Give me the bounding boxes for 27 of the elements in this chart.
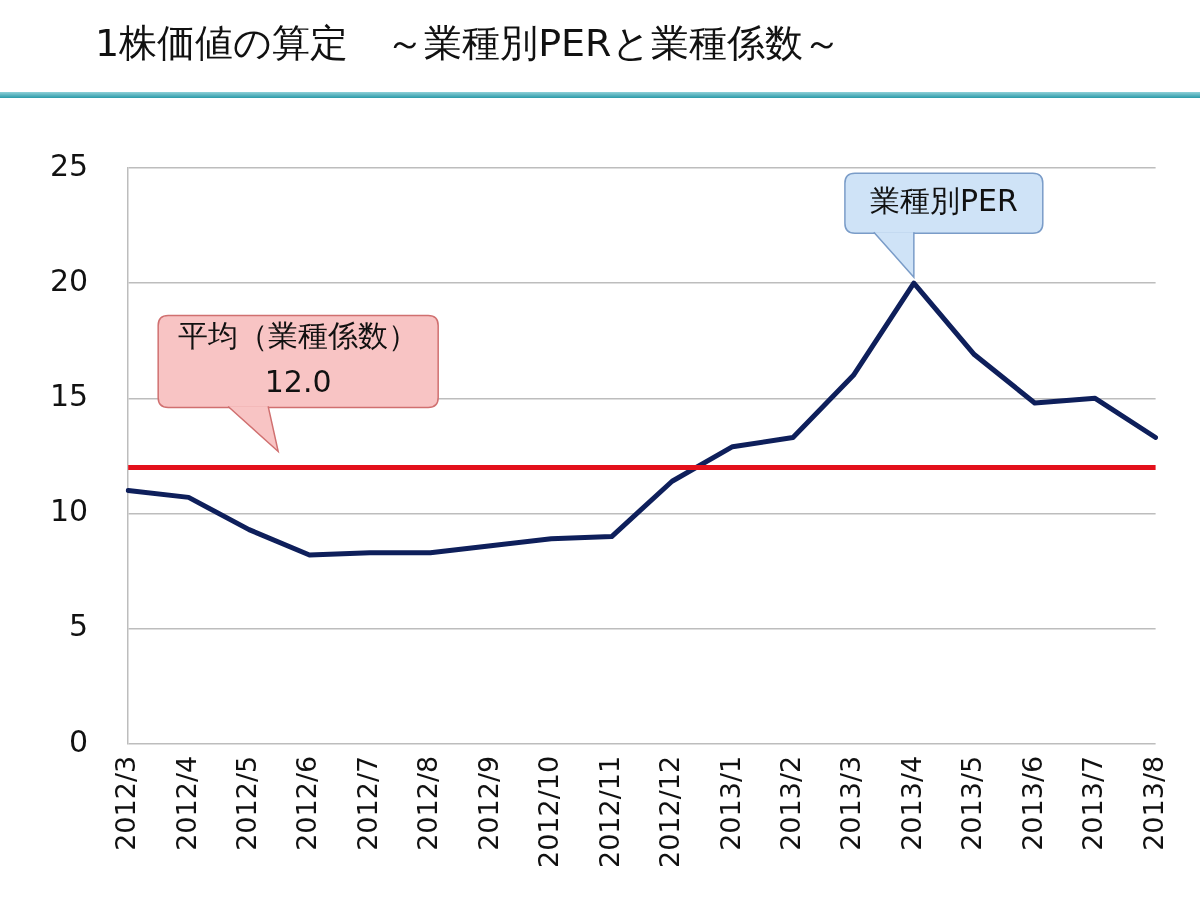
x-tick-label: 2012/10 — [533, 755, 565, 869]
x-tick-label: 2013/3 — [835, 755, 867, 851]
x-tick-label: 2013/1 — [714, 755, 746, 851]
x-tick-label: 2012/12 — [654, 755, 686, 869]
y-tick-label: 5 — [69, 608, 89, 644]
x-tick-label: 2012/11 — [593, 755, 625, 869]
chart-title: 1株価値の算定 ～業種別PERと業種係数～ — [95, 20, 841, 67]
x-tick-label: 2012/5 — [231, 755, 263, 851]
x-tick-label: 2013/6 — [1016, 755, 1048, 851]
y-tick-label: 20 — [49, 262, 89, 298]
x-tick-label: 2013/4 — [895, 755, 927, 851]
y-tick-label: 10 — [49, 493, 89, 529]
x-tick-label: 2012/7 — [351, 755, 383, 851]
x-tick-label: 2012/4 — [170, 755, 202, 851]
y-tick-label: 25 — [49, 147, 89, 183]
x-tick-label: 2012/6 — [291, 755, 323, 851]
x-tick-label: 2013/7 — [1077, 755, 1109, 851]
x-tick-label: 2012/8 — [412, 755, 444, 851]
x-tick-label: 2013/5 — [956, 755, 988, 851]
text: 業種別PER — [869, 182, 1018, 218]
x-tick-label: 2013/8 — [1137, 755, 1169, 851]
x-tick-label: 2013/2 — [774, 755, 806, 851]
y-tick-label: 0 — [69, 723, 89, 759]
x-tick-label: 2012/3 — [110, 755, 142, 851]
x-tick-label: 2012/9 — [472, 755, 504, 851]
y-tick-label: 15 — [49, 378, 89, 414]
ref-line-label: 平均（業種係数） 12.0 — [178, 318, 419, 400]
